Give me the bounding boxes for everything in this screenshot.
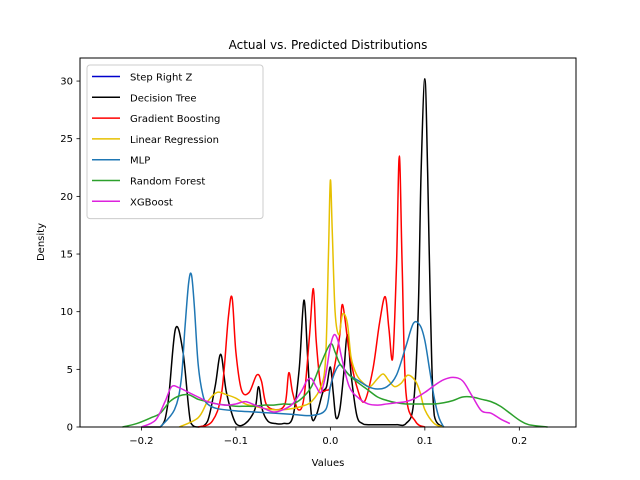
series-line-mlp	[159, 272, 445, 428]
y-tick-label: 0	[67, 423, 73, 434]
x-tick-label: 0.1	[417, 436, 433, 447]
y-axis-label: Density	[36, 223, 47, 261]
y-tick-label: 20	[60, 192, 73, 203]
y-tick-label: 10	[60, 307, 73, 318]
legend-label: XGBoost	[130, 197, 173, 208]
y-tick-label: 5	[67, 365, 73, 376]
series-line-decision-tree	[141, 78, 445, 428]
legend-label: Linear Regression	[130, 135, 219, 146]
legend-label: Gradient Boosting	[130, 114, 220, 125]
legend: Step Right Z Decision Tree Gradient Boosti…	[86, 64, 264, 220]
y-tick-label: 30	[60, 77, 73, 88]
chart-title: Actual vs. Predicted Distributions	[229, 38, 428, 52]
plot-area	[122, 78, 548, 428]
x-tick-label: 0.2	[511, 436, 527, 447]
x-axis: −0.2 −0.1 0.0 0.1 0.2	[129, 427, 527, 447]
y-tick-label: 25	[60, 134, 73, 145]
series-line-xgboost	[141, 333, 511, 428]
legend-label: Random Forest	[130, 177, 205, 188]
x-tick-label: 0.0	[322, 436, 338, 447]
plot-frame	[79, 57, 577, 428]
y-axis: 0 5 10 15 20 25 30	[60, 77, 80, 434]
x-axis-label: Values	[312, 458, 345, 469]
legend-label: Step Right Z	[130, 73, 192, 84]
x-tick-label: −0.1	[224, 436, 248, 447]
series-line-linear-regression	[178, 179, 444, 428]
series-line-random-forest	[122, 342, 548, 428]
legend-label: Decision Tree	[130, 93, 197, 104]
legend-box	[86, 64, 264, 220]
y-tick-label: 15	[60, 250, 73, 261]
x-tick-label: −0.2	[129, 436, 153, 447]
legend-label: MLP	[130, 156, 150, 167]
